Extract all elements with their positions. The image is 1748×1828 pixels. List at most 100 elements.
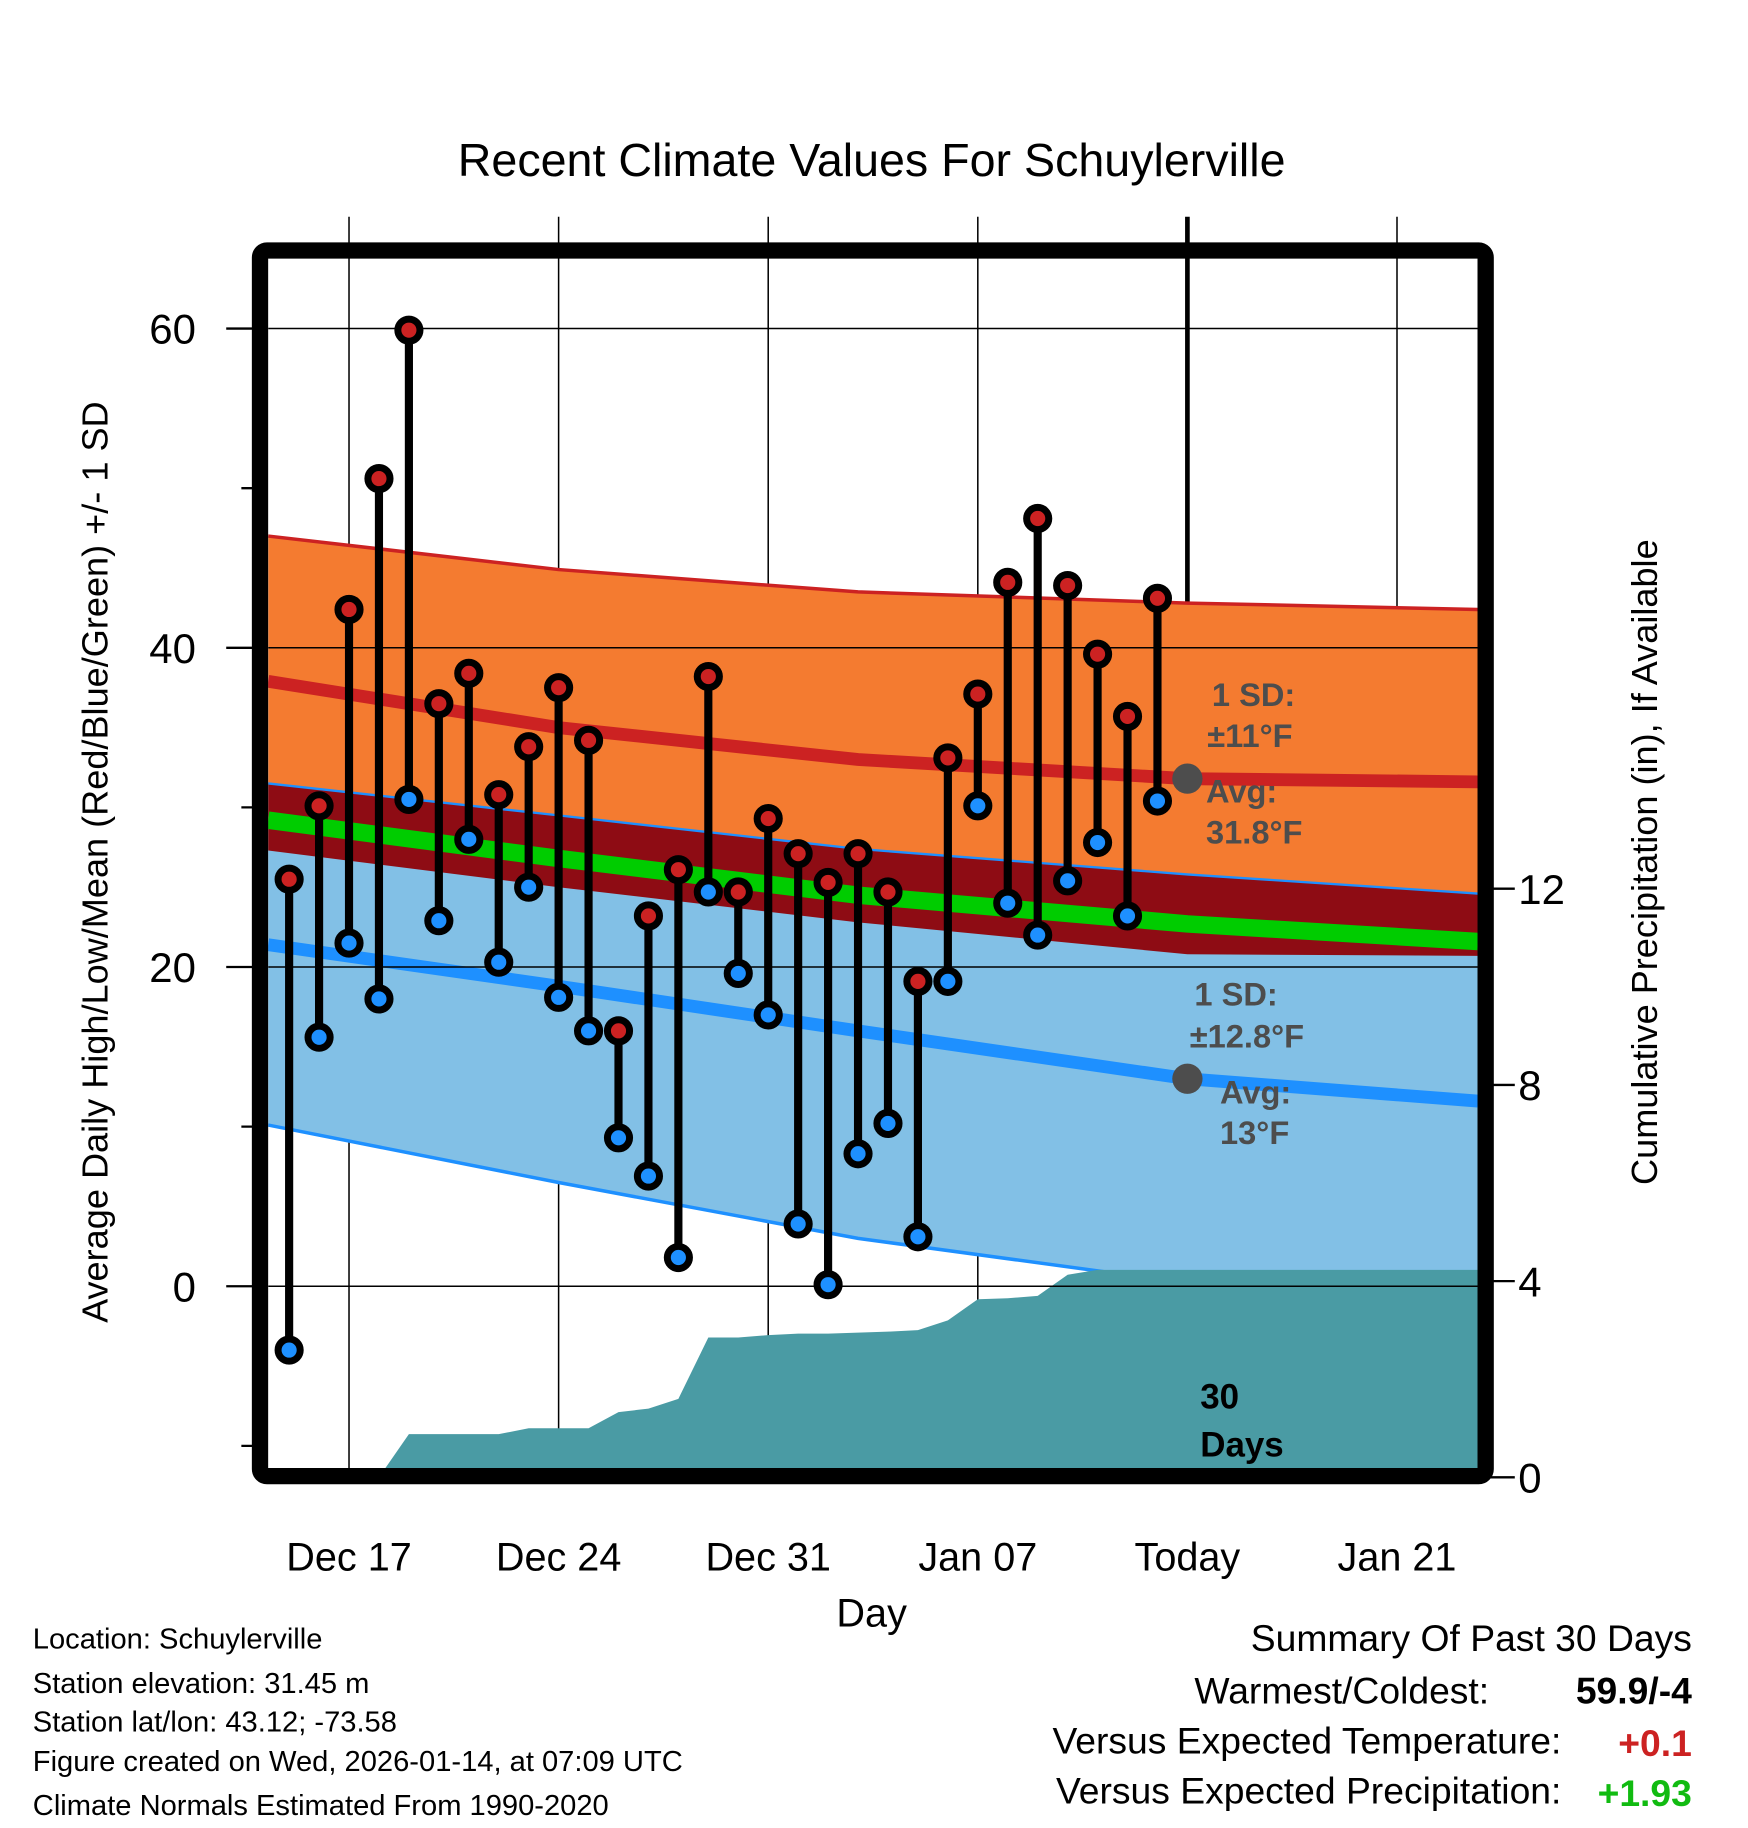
low-point — [544, 982, 574, 1012]
low-point — [993, 888, 1023, 918]
high-point — [1083, 639, 1113, 669]
high-point — [484, 780, 514, 810]
low-point — [1142, 786, 1173, 816]
high-point — [364, 464, 394, 494]
low-point — [514, 872, 544, 902]
warm-cold-label: Warmest/Coldest: — [1194, 1669, 1489, 1711]
x-tick-label: Dec 31 — [705, 1536, 831, 1580]
high-point — [783, 839, 813, 869]
low-point — [1083, 827, 1113, 858]
temp-vs-expected-label: Versus Expected Temperature: — [1053, 1719, 1562, 1761]
high-sd-value: ±11°F — [1207, 717, 1292, 754]
warm-cold-value: 59.9/-4 — [1576, 1669, 1692, 1711]
low-sd-value: ±12.8°F — [1190, 1017, 1304, 1054]
footer-elevation: Station elevation: 31.45 m — [33, 1668, 370, 1700]
high-point — [903, 966, 933, 996]
summary: Summary Of Past 30 Days Warmest/Coldest:… — [1053, 1617, 1693, 1814]
low-point — [394, 784, 424, 814]
low-point — [873, 1108, 903, 1138]
high-point — [274, 864, 304, 894]
low-point — [783, 1209, 813, 1239]
overlap-band — [268, 783, 1478, 956]
y2-tick-label: 12 — [1518, 866, 1565, 913]
data-marks — [274, 315, 1203, 1365]
high-normal-line — [268, 674, 1478, 789]
y-tick-label: 0 — [173, 1263, 196, 1310]
x-tick-label: Jan 21 — [1338, 1536, 1457, 1580]
x-tick-label: Today — [1135, 1536, 1241, 1580]
footer: Location: Schuylerville Station elevatio… — [33, 1624, 683, 1823]
low-point — [573, 1016, 604, 1046]
x-tick-label: Dec 17 — [286, 1536, 412, 1580]
low-avg-value: 13°F — [1220, 1114, 1289, 1151]
plot-area — [268, 327, 1478, 1468]
high-point — [514, 732, 544, 762]
high-point — [663, 855, 693, 885]
high-point — [843, 839, 873, 869]
plot-frame — [251, 242, 1494, 1485]
footer-created: Figure created on Wed, 2026-01-14, at 07… — [33, 1746, 683, 1778]
high-point — [873, 877, 903, 907]
low-point — [304, 1022, 334, 1052]
annotations: 1 SD: ±11°F Avg: 31.8°F 1 SD: ±12.8°F Av… — [1190, 676, 1304, 1464]
high-point — [304, 791, 334, 821]
low-avg-marker — [1172, 1063, 1203, 1094]
high-upper-line — [268, 534, 1478, 612]
high-point — [753, 804, 783, 834]
low-point — [693, 877, 723, 907]
high-avg-label: Avg: — [1206, 773, 1277, 810]
y-tick-label: 60 — [149, 306, 196, 353]
high-avg-marker — [1172, 763, 1203, 794]
y2-tick-label: 8 — [1518, 1062, 1541, 1109]
window-unit: Days — [1200, 1425, 1284, 1464]
low-point — [663, 1242, 693, 1273]
high-point — [933, 743, 963, 773]
footer-latlon: Station lat/lon: 43.12; -73.58 — [33, 1706, 397, 1738]
high-point — [334, 594, 364, 625]
high-point — [813, 867, 843, 897]
x-tick-label: Jan 07 — [918, 1536, 1037, 1580]
high-point — [693, 661, 723, 692]
summary-title: Summary Of Past 30 Days — [1251, 1617, 1692, 1659]
low-point — [723, 958, 753, 988]
low-point — [933, 966, 963, 996]
y-tick-label: 40 — [149, 625, 196, 672]
y2-axis-title: Cumulative Precipitation (in), If Availa… — [1624, 539, 1665, 1185]
window-number: 30 — [1200, 1378, 1239, 1417]
high-point — [424, 689, 454, 719]
high-point — [544, 673, 574, 703]
precip-vs-expected-label: Versus Expected Precipitation: — [1056, 1770, 1561, 1812]
high-sd-label: 1 SD: — [1212, 676, 1295, 713]
high-point — [1053, 570, 1083, 601]
high-point — [723, 877, 753, 907]
low-point — [274, 1335, 304, 1365]
footer-location: Location: Schuylerville — [33, 1624, 323, 1656]
high-point — [1023, 503, 1053, 534]
y2-tick-label: 0 — [1518, 1454, 1541, 1501]
low-avg-label: Avg: — [1220, 1073, 1291, 1110]
low-point — [424, 906, 454, 936]
low-sd-label: 1 SD: — [1194, 975, 1277, 1012]
high-avg-value: 31.8°F — [1206, 814, 1302, 851]
temp-vs-expected-value: +0.1 — [1618, 1722, 1692, 1764]
x-tick-label: Dec 24 — [496, 1536, 622, 1580]
high-point — [1112, 701, 1143, 731]
low-point — [603, 1123, 634, 1153]
y-axis-title: Average Daily High/Low/Mean (Red/Blue/Gr… — [74, 401, 115, 1323]
low-point — [633, 1161, 664, 1191]
high-point — [454, 658, 484, 688]
high-point — [1142, 583, 1173, 613]
low-point — [963, 791, 993, 821]
high-point — [603, 1016, 634, 1046]
low-point — [753, 1000, 783, 1030]
high-point — [394, 315, 424, 345]
low-point — [1053, 866, 1083, 896]
low-point — [813, 1270, 843, 1300]
low-point — [334, 928, 364, 958]
low-point — [454, 824, 484, 854]
x-axis-title: Day — [836, 1591, 907, 1635]
y2-tick-label: 4 — [1518, 1258, 1541, 1305]
precipitation-area — [385, 1269, 1478, 1468]
